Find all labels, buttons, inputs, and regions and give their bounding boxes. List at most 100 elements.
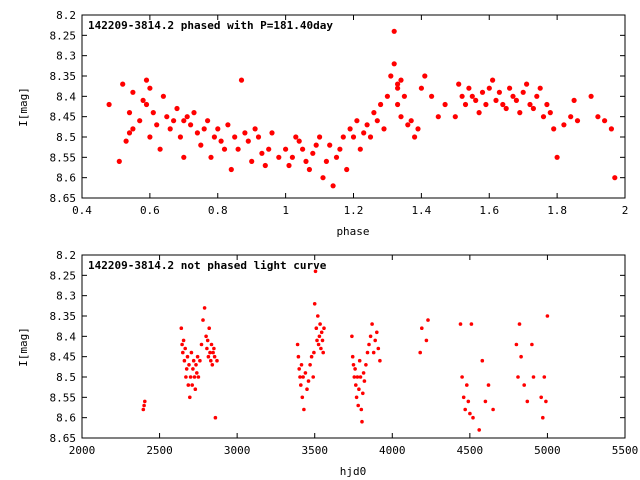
phased-data-point [310, 150, 316, 156]
phased-data-point [520, 89, 526, 95]
unphased-data-point [299, 363, 304, 367]
phased-data-point [381, 126, 387, 132]
phased-y-tick-label: 8.45 [50, 111, 77, 124]
phased-data-point [340, 134, 346, 140]
unphased-y-tick-label: 8.45 [50, 351, 77, 364]
unphased-data-point [142, 403, 146, 408]
phased-x-tick-label: 1.4 [411, 204, 431, 217]
unphased-data-point [458, 322, 463, 326]
unphased-data-point [198, 358, 202, 363]
phased-x-tick-label: 1 [282, 204, 289, 217]
unphased-data-point [354, 383, 358, 387]
unphased-data-point [204, 334, 208, 339]
unphased-data-point [355, 375, 360, 379]
unphased-data-point [209, 342, 214, 347]
unphased-y-tick-label: 8.3 [56, 290, 76, 303]
unphased-data-point [210, 363, 215, 367]
phased-data-point [327, 142, 333, 148]
phased-data-point [344, 166, 350, 173]
unphased-x-tick-label: 2500 [146, 444, 173, 457]
phased-data-point [493, 97, 499, 103]
phased-data-point [374, 118, 380, 124]
phased-data-point [384, 93, 390, 99]
phased-data-point [201, 126, 207, 132]
unphased-y-tick-label: 8.2 [56, 249, 76, 262]
unphased-data-point [184, 367, 189, 371]
unphased-data-point [193, 387, 198, 392]
unphased-data-point [183, 346, 187, 351]
unphased-data-point [207, 326, 211, 331]
phased-data-point [313, 142, 319, 148]
phased-data-point [266, 146, 272, 152]
phased-data-point [164, 114, 170, 120]
unphased-data-point [373, 338, 378, 343]
unphased-x-tick-label: 5000 [534, 444, 561, 457]
phased-data-point [255, 134, 262, 140]
phased-axis-ticks: 0.4 0.6 0.8 1 1.2 1.4 1.6 1.8 2 8.2 8.25 8.3 8.35 8.4… [50, 9, 629, 217]
unphased-data-point [371, 350, 376, 355]
phased-data-point [147, 134, 153, 140]
phased-panel: 142209-3814.2 phased with P=181.40day ph… [17, 9, 628, 238]
phased-data-point [466, 85, 472, 91]
unphased-data-point [424, 338, 429, 343]
unphased-y-tick-label: 8.25 [50, 269, 77, 282]
unphased-data-point [312, 302, 317, 306]
unphased-data-point [184, 375, 188, 379]
phased-data-point [398, 77, 404, 83]
unphased-x-axis-label: hjd0 [340, 465, 367, 478]
phased-data-point [486, 85, 492, 91]
unphased-data-point [522, 383, 526, 387]
unphased-data-point [306, 379, 311, 383]
unphased-data-point [367, 342, 371, 347]
phased-data-point [167, 126, 173, 132]
unphased-data-point [297, 367, 302, 371]
phased-x-tick-label: 1.8 [547, 204, 567, 217]
phased-data-point [235, 146, 241, 152]
unphased-data-point [211, 350, 215, 355]
phased-data-point [296, 138, 302, 144]
phased-data-point [283, 146, 289, 152]
unphased-y-axis-label: I[mag] [17, 327, 30, 367]
phased-data-point [476, 110, 482, 116]
unphased-data-point [483, 399, 488, 404]
unphased-data-point [460, 375, 464, 379]
phased-data-point [123, 138, 129, 144]
phased-data-point [181, 154, 187, 160]
unphased-data-point [190, 383, 194, 387]
unphased-data-point [302, 407, 306, 412]
phased-data-point [188, 122, 194, 128]
phased-data-point [503, 105, 509, 112]
unphased-data-point [426, 318, 430, 322]
unphased-data-point [361, 371, 366, 375]
unphased-data-point [516, 375, 520, 379]
phased-data-point [361, 130, 367, 136]
phased-data-point [540, 114, 547, 120]
phased-data-point [537, 85, 543, 91]
phased-data-point [544, 101, 550, 108]
phased-y-tick-label: 8.5 [56, 131, 76, 144]
phased-data-point [418, 85, 424, 91]
unphased-data-point [295, 342, 300, 347]
phased-data-point [412, 134, 418, 140]
unphased-panel: 142209-3814.2 not phased light curve hjd… [17, 249, 638, 478]
phased-data-point [479, 89, 486, 95]
unphased-x-tick-label: 4500 [457, 444, 484, 457]
unphased-data-point [213, 415, 218, 420]
unphased-data-point [182, 358, 187, 363]
phased-data-point [130, 126, 136, 132]
phased-x-tick-label: 0.4 [72, 204, 92, 217]
phased-data-point [500, 101, 506, 108]
phased-data-point [347, 126, 353, 132]
unphased-y-tick-label: 8.55 [50, 391, 77, 404]
phased-x-tick-label: 2 [622, 204, 629, 217]
unphased-data-point [296, 354, 301, 359]
unphased-data-point [420, 326, 424, 331]
phased-data-point [513, 97, 520, 103]
unphased-data-point [530, 342, 534, 347]
phased-data-point [194, 130, 200, 136]
unphased-data-point [365, 350, 370, 355]
phased-data-point [174, 105, 180, 112]
phased-data-point [496, 89, 502, 95]
unphased-y-tick-label: 8.5 [56, 371, 76, 384]
phased-data-point [252, 126, 258, 132]
